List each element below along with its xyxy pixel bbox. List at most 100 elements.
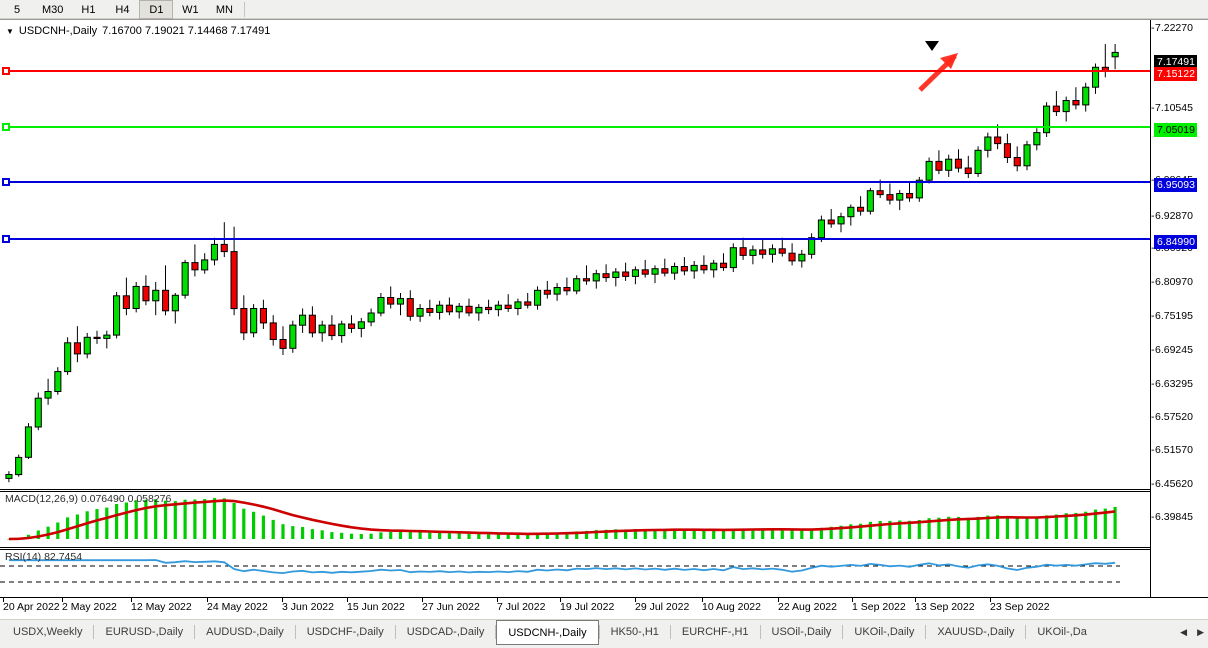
rsi-label: RSI(14) 82.7454 xyxy=(5,551,83,563)
time-tick-label: 29 Jul 2022 xyxy=(635,601,690,613)
blue-line-1-price-label: 6.95093 xyxy=(1154,178,1197,192)
timeframe-button-group: 5 M30 H1 H4 D1 W1 MN xyxy=(0,0,248,19)
time-tick-mark xyxy=(347,598,348,602)
timeframe-button-h4[interactable]: H4 xyxy=(115,3,130,16)
tab-separator xyxy=(598,625,600,639)
time-tick-label: 15 Jun 2022 xyxy=(347,601,405,613)
candlestick-plot[interactable] xyxy=(0,20,1150,489)
price-pane[interactable]: ▼ USDCNH-,Daily 7.16700 7.19021 7.14468 … xyxy=(0,20,1150,490)
green-line-price-label: 7.05019 xyxy=(1154,123,1197,137)
line-drag-handle[interactable] xyxy=(2,123,10,131)
timeframe-toolbar: 5 M30 H1 H4 D1 W1 MN xyxy=(0,0,1208,19)
time-tick-label: 24 May 2022 xyxy=(207,601,268,613)
time-tick-label: 22 Aug 2022 xyxy=(778,601,837,613)
rsi-indicator-pane[interactable]: RSI(14) 82.7454 10070300 xyxy=(0,549,1150,598)
tab-separator xyxy=(294,625,296,639)
price-tick-label: -6.63295 xyxy=(1151,378,1193,390)
scroll-left-icon[interactable]: ◀ xyxy=(1180,626,1188,637)
chart-ohlc-values: 7.16700 7.19021 7.14468 7.17491 xyxy=(102,25,271,37)
line-body[interactable] xyxy=(6,181,1150,183)
timeframe-button-w1[interactable]: W1 xyxy=(182,3,199,16)
time-tick-label: 20 Apr 2022 xyxy=(3,601,60,613)
time-tick-mark xyxy=(560,598,561,602)
price-tick-label: -6.39845 xyxy=(1151,511,1193,523)
tab-separator xyxy=(842,625,844,639)
tab-scroll-controls[interactable]: ◀ ▶ xyxy=(1178,622,1206,642)
time-tick-mark xyxy=(3,598,4,602)
price-tick-label: -6.51570 xyxy=(1151,444,1193,456)
timeframe-button-5[interactable]: 5 xyxy=(13,3,21,16)
chart-tab-usdcnh-daily[interactable]: USDCNH-,Daily xyxy=(496,620,599,645)
timeframe-button-h1[interactable]: H1 xyxy=(81,3,96,16)
tab-separator xyxy=(93,625,95,639)
toolbar-separator xyxy=(244,2,246,17)
price-tick-label: -6.80970 xyxy=(1151,276,1193,288)
time-tick-mark xyxy=(131,598,132,602)
chart-tab-usdx-weekly[interactable]: USDX,Weekly xyxy=(13,626,83,638)
time-tick-mark xyxy=(282,598,283,602)
line-body[interactable] xyxy=(6,126,1150,128)
chart-tab-xauusd-daily[interactable]: XAUUSD-,Daily xyxy=(937,626,1015,638)
chart-tab-usoil-daily[interactable]: USOil-,Daily xyxy=(771,626,832,638)
price-tick-label: -7.10545 xyxy=(1151,102,1193,114)
rsi-plot xyxy=(0,559,1120,583)
time-tick-label: 3 Jun 2022 xyxy=(282,601,334,613)
time-tick-label: 13 Sep 2022 xyxy=(915,601,975,613)
tab-separator xyxy=(495,625,497,639)
line-body[interactable] xyxy=(6,238,1150,240)
time-tick-label: 19 Jul 2022 xyxy=(560,601,615,613)
chart-tab-eurchf-h1[interactable]: EURCHF-,H1 xyxy=(681,626,749,638)
tab-separator xyxy=(669,625,671,639)
time-tick-mark xyxy=(915,598,916,602)
time-tick-label: 12 May 2022 xyxy=(131,601,192,613)
price-tick-label: -6.45620 xyxy=(1151,478,1193,490)
line-drag-handle[interactable] xyxy=(2,235,10,243)
timeframe-button-d1[interactable]: D1 xyxy=(139,0,174,19)
timeframe-button-mn[interactable]: MN xyxy=(215,3,233,16)
line-body[interactable] xyxy=(6,70,1150,72)
chart-tab-ukoil-da[interactable]: UKOil-,Da xyxy=(1037,626,1087,638)
chart-tab-usdchf-daily[interactable]: USDCHF-,Daily xyxy=(306,626,384,638)
chart-tab-bar[interactable]: USDX,Weekly EURUSD-,Daily AUDUSD-,Daily USD… xyxy=(0,619,1208,648)
time-tick-label: 2 May 2022 xyxy=(62,601,117,613)
chart-tab-usdcad-daily[interactable]: USDCAD-,Daily xyxy=(406,626,485,638)
time-tick-mark xyxy=(62,598,63,602)
time-tick-mark xyxy=(990,598,991,602)
red-line-price-label: 7.15122 xyxy=(1154,67,1197,81)
time-tick-mark xyxy=(778,598,779,602)
time-tick-label: 23 Sep 2022 xyxy=(990,601,1050,613)
time-tick-mark xyxy=(635,598,636,602)
blue-line-2-price-label: 6.84990 xyxy=(1154,235,1197,249)
price-tick-label: -7.22270 xyxy=(1151,22,1193,34)
price-tick-label: -6.57520 xyxy=(1151,411,1193,423)
line-drag-handle[interactable] xyxy=(2,67,10,75)
time-tick-mark xyxy=(702,598,703,602)
time-tick-mark xyxy=(497,598,498,602)
price-tick-label: -6.69245 xyxy=(1151,344,1193,356)
macd-indicator-pane[interactable]: MACD(12,26,9) 0.076490 0.058276 0.103149… xyxy=(0,491,1150,548)
macd-plot xyxy=(7,498,1117,541)
chart-area[interactable]: ▼ USDCNH-,Daily 7.16700 7.19021 7.14468 … xyxy=(0,19,1208,598)
chart-tab-eurusd-daily[interactable]: EURUSD-,Daily xyxy=(105,626,184,638)
time-tick-label: 1 Sep 2022 xyxy=(852,601,906,613)
triangle-down-icon[interactable]: ▼ xyxy=(6,26,14,36)
time-tick-mark xyxy=(422,598,423,602)
scroll-right-icon[interactable]: ▶ xyxy=(1197,626,1204,637)
chart-header: ▼ USDCNH-,Daily 7.16700 7.19021 7.14468 … xyxy=(6,25,270,37)
price-scale[interactable]: -7.22270-7.10545-6.98645-6.92870-6.86920… xyxy=(1150,20,1208,598)
chart-tab-hk50-h1[interactable]: HK50-,H1 xyxy=(610,626,659,638)
time-tick-label: 7 Jul 2022 xyxy=(497,601,546,613)
chart-symbol-label: USDCNH-,Daily xyxy=(18,25,98,37)
time-tick-mark xyxy=(207,598,208,602)
candlestick-series xyxy=(5,44,1119,483)
timeframe-button-m30[interactable]: M30 xyxy=(42,3,64,16)
current-price-label: 7.17491 xyxy=(1154,55,1197,69)
time-axis: 20 Apr 2022 2 May 2022 12 May 2022 24 May 2… xyxy=(0,597,1208,619)
line-drag-handle[interactable] xyxy=(2,178,10,186)
chart-tab-audusd-daily[interactable]: AUDUSD-,Daily xyxy=(206,626,284,638)
tab-separator xyxy=(1025,625,1027,639)
time-tick-mark xyxy=(852,598,853,602)
tab-separator xyxy=(194,625,196,639)
chart-tab-ukoil-daily[interactable]: UKOil-,Daily xyxy=(854,626,915,638)
